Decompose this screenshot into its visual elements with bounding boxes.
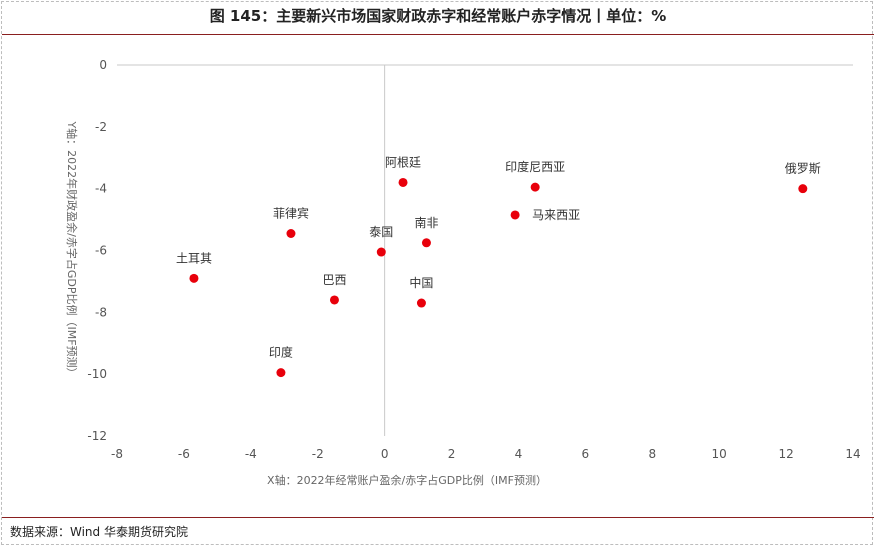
data-point xyxy=(510,210,520,220)
data-point-label: 巴西 xyxy=(322,273,346,287)
y-tick-label: -6 xyxy=(95,244,107,258)
x-tick-label: 2 xyxy=(448,447,456,461)
x-tick-label: 6 xyxy=(582,447,590,461)
x-tick-label: 12 xyxy=(778,447,793,461)
data-point xyxy=(530,182,540,192)
data-point-label: 马来西亚 xyxy=(532,208,580,222)
data-point-label: 印度 xyxy=(269,345,293,360)
x-tick-label: -6 xyxy=(178,447,190,461)
x-tick-label: -8 xyxy=(111,447,123,461)
y-tick-label: -2 xyxy=(95,120,107,134)
x-tick-label: 0 xyxy=(381,447,389,461)
x-tick-label: -2 xyxy=(312,447,324,461)
data-point xyxy=(421,238,431,248)
x-tick-label: 14 xyxy=(845,447,860,461)
data-point xyxy=(286,228,296,238)
data-point xyxy=(329,295,339,305)
data-point-label: 俄罗斯 xyxy=(785,162,821,176)
y-tick-label: -10 xyxy=(87,367,107,381)
x-tick-label: 4 xyxy=(515,447,523,461)
x-tick-label: 8 xyxy=(648,447,656,461)
y-tick-label: -12 xyxy=(87,429,107,443)
y-tick-label: 0 xyxy=(99,58,107,72)
data-point xyxy=(398,177,408,187)
chart-title: 图 145：主要新兴市场国家财政赤字和经常账户赤字情况丨单位：% xyxy=(209,7,667,25)
tick-labels: -8 -6 -4 -2 0 2 4 6 8 10 12 14 0 -2 -4 -6 -8 -10 -12 xyxy=(87,58,860,461)
data-point xyxy=(276,368,286,378)
x-tick-label: -4 xyxy=(245,447,257,461)
data-point-label: 中国 xyxy=(409,275,433,290)
data-source: 数据来源：Wind 华泰期货研究院 xyxy=(10,525,188,539)
y-axis-label: Y轴：2022年财政盈余/赤字占GDP比例（IMF预测） xyxy=(65,120,79,378)
data-point xyxy=(416,298,426,308)
axes-layer xyxy=(117,64,853,436)
data-point-label: 印度尼西亚 xyxy=(505,159,565,174)
data-point xyxy=(189,273,199,283)
data-point-label: 南非 xyxy=(414,215,438,230)
title-divider xyxy=(2,34,874,35)
data-point-label: 泰国 xyxy=(369,225,393,239)
y-tick-label: -8 xyxy=(95,305,107,319)
footer-divider xyxy=(2,517,874,518)
x-axis-label: X轴：2022年经常账户盈余/赤字占GDP比例（IMF预测） xyxy=(267,473,547,487)
y-tick-label: -4 xyxy=(95,182,107,196)
data-point-label: 土耳其 xyxy=(176,251,212,265)
data-point xyxy=(798,184,808,194)
data-point-label: 菲律宾 xyxy=(273,205,309,220)
x-tick-label: 10 xyxy=(712,447,727,461)
data-point xyxy=(376,247,386,257)
data-point-label: 阿根廷 xyxy=(385,155,421,169)
